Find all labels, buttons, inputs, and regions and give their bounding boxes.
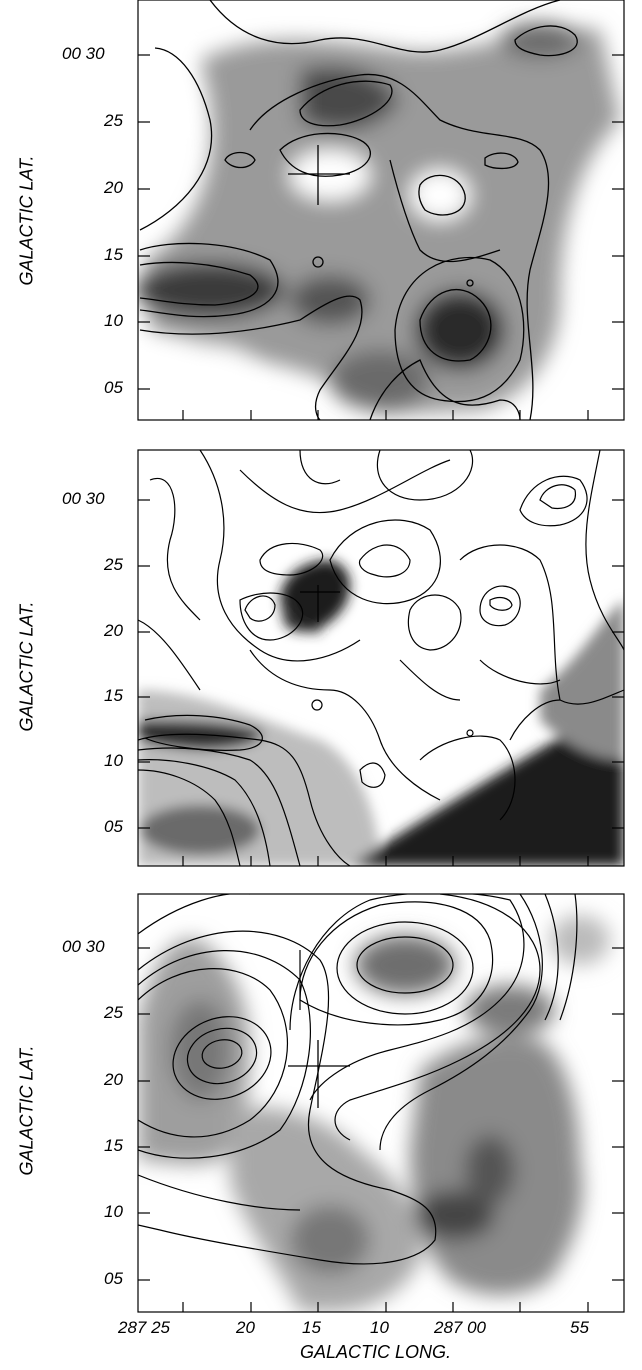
bottom-ytick-2: 20: [104, 1070, 123, 1089]
bottom-xtick-5: 55: [570, 1318, 589, 1337]
top-ytick-3: 15: [104, 245, 123, 264]
top-ytick-1: 25: [104, 111, 123, 130]
bottom-xtick-3: 10: [370, 1318, 389, 1337]
middle-ytick-5: 05: [104, 817, 123, 836]
bottom-ytick-5: 05: [104, 1269, 123, 1288]
bottom-ytick-4: 10: [104, 1202, 123, 1221]
top-ytick-0: 00 30: [62, 44, 105, 63]
middle-ytick-3: 15: [104, 686, 123, 705]
top-ytick-2: 20: [104, 178, 123, 197]
bottom-xtick-0: 287 25: [118, 1318, 170, 1337]
middle-ytick-2: 20: [104, 621, 123, 640]
top-y-axis-label: GALACTIC LAT.: [16, 155, 37, 286]
bottom-xtick-4: 287 00: [434, 1318, 486, 1337]
middle-ytick-0: 00 30: [62, 489, 105, 508]
bottom-panel-frame: [137, 893, 625, 1313]
top-panel-frame: [137, 0, 625, 421]
top-ytick-4: 10: [104, 311, 123, 330]
bottom-panel-image: [138, 894, 624, 1312]
bottom-ytick-3: 15: [104, 1136, 123, 1155]
bottom-xtick-2: 15: [302, 1318, 321, 1337]
middle-panel-image: [138, 450, 624, 866]
top-panel-image: [138, 0, 624, 420]
tick-marks: [138, 54, 624, 1312]
middle-panel-frame: [137, 449, 625, 867]
position-cross-bottom: [288, 1040, 350, 1108]
bottom-x-axis-label: GALACTIC LONG.: [300, 1342, 452, 1362]
position-cross-top: [288, 145, 350, 205]
middle-ytick-4: 10: [104, 751, 123, 770]
top-ytick-5: 05: [104, 378, 123, 397]
bottom-ytick-1: 25: [104, 1003, 123, 1022]
bottom-xtick-1: 20: [236, 1318, 255, 1337]
bottom-ytick-0: 00 30: [62, 937, 105, 956]
position-cross-middle: [300, 585, 340, 622]
middle-y-axis-label: GALACTIC LAT.: [16, 601, 37, 732]
bottom-y-axis-label: GALACTIC LAT.: [16, 1045, 37, 1176]
middle-ytick-1: 25: [104, 555, 123, 574]
